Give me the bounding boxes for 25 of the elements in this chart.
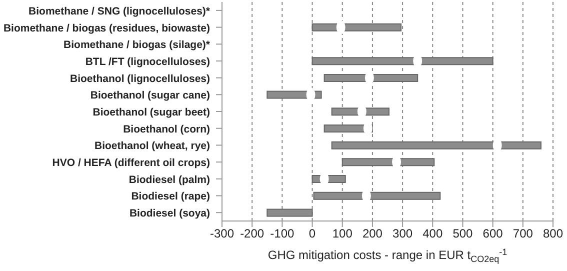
y-tick-label: Biomethane / SNG (lignocelluloses)* bbox=[28, 5, 211, 18]
x-tick-label: 500 bbox=[452, 226, 474, 241]
x-tick-label: 800 bbox=[542, 226, 564, 241]
x-tick-label: 0 bbox=[308, 226, 316, 241]
x-tick-label: -100 bbox=[270, 226, 295, 241]
y-tick-label: Bioethanol (sugar cane) bbox=[90, 90, 210, 102]
y-tick-label: Biomethane / biogas (silage)* bbox=[64, 39, 211, 52]
x-tick-label: -300 bbox=[210, 226, 234, 241]
y-tick-label: Biodiesel (palm) bbox=[128, 174, 210, 186]
y-tick-label: Bioethanol (corn) bbox=[123, 123, 210, 136]
y-tick-label: Bioethanol (sugar beet) bbox=[92, 106, 210, 118]
x-tick-label: 400 bbox=[422, 226, 443, 241]
x-tick-label: 700 bbox=[512, 226, 534, 241]
y-tick-label: Biodiesel (soya) bbox=[129, 208, 210, 220]
y-tick-label: BTL /FT (lignocelluloses) bbox=[85, 56, 210, 68]
x-tick-label: 200 bbox=[362, 226, 383, 241]
x-tick-label: 300 bbox=[392, 226, 413, 241]
x-tick-label: -200 bbox=[240, 226, 264, 241]
x-tick-label: 600 bbox=[482, 226, 504, 241]
y-tick-label: Bioethanol (lignocelluloses) bbox=[70, 72, 210, 85]
y-tick-label: Bioethanol (wheat, rye) bbox=[94, 140, 210, 152]
y-tick-label: Biodiesel (rape) bbox=[131, 190, 210, 203]
y-tick-label: HVO / HEFA (different oil crops) bbox=[52, 157, 210, 170]
x-tick-label: 100 bbox=[332, 226, 353, 241]
y-tick-label: Biomethane / biogas (residues, biowaste) bbox=[3, 22, 210, 34]
